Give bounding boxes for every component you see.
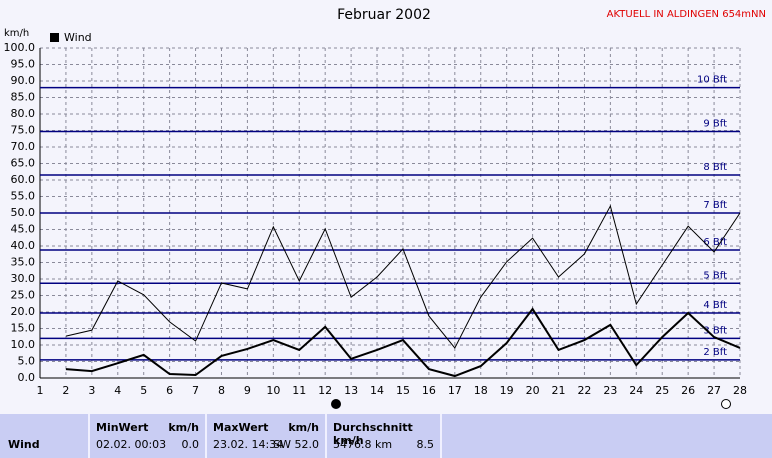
- stats-table: Wind MinWert km/h 02.02. 00:03 0.0 MaxWert km…: [0, 414, 772, 458]
- chart-title: Februar 2002: [337, 7, 431, 23]
- x-tick-label: 20: [526, 384, 540, 397]
- reference-label: 4 Bft: [703, 300, 727, 311]
- moon-icon: [331, 399, 341, 409]
- reference-label: 9 Bft: [703, 118, 727, 129]
- reference-label: 2 Bft: [703, 347, 727, 358]
- x-tick-label: 27: [707, 384, 721, 397]
- y-tick-label: 20.0: [11, 305, 36, 318]
- x-tick-label: 23: [603, 384, 617, 397]
- column-header: MaxWert: [213, 421, 269, 434]
- annotation: AKTUELL IN ALDINGEN 654mNN: [607, 9, 766, 20]
- chart: Februar 2002 AKTUELL IN ALDINGEN 654mNN …: [4, 7, 766, 409]
- moon-icon: [721, 399, 731, 409]
- x-tick-label: 15: [396, 384, 410, 397]
- x-tick-label: 16: [422, 384, 436, 397]
- x-tick-label: 6: [166, 384, 173, 397]
- y-tick-label: 100.0: [4, 41, 36, 54]
- cell-text: 8.5: [416, 438, 435, 451]
- y-tick-label: 50.0: [11, 206, 36, 219]
- y-tick-label: 65.0: [11, 157, 36, 170]
- x-tick-label: 14: [370, 384, 384, 397]
- table-cell: MinWert km/h 02.02. 00:03 0.0: [88, 414, 205, 458]
- cell-text: 0.0: [181, 438, 200, 451]
- x-tick-label: 22: [577, 384, 591, 397]
- x-tick-label: 13: [344, 384, 358, 397]
- y-tick-label: 5.0: [18, 355, 36, 368]
- x-tick-label: 19: [500, 384, 514, 397]
- x-tick-label: 12: [318, 384, 332, 397]
- column-header: km/h: [288, 421, 319, 434]
- x-tick-label: 17: [448, 384, 462, 397]
- cell-text: 02.02. 00:03: [96, 438, 167, 451]
- y-tick-label: 90.0: [11, 74, 36, 87]
- y-tick-label: 30.0: [11, 272, 36, 285]
- y-tick-label: 70.0: [11, 140, 36, 153]
- y-tick-label: 85.0: [11, 91, 36, 104]
- reference-label: 3 Bft: [703, 325, 727, 336]
- y-axis-label: km/h: [4, 28, 29, 39]
- y-tick-label: 55.0: [11, 190, 36, 203]
- y-tick-label: 75.0: [11, 124, 36, 137]
- reference-label: 5 Bft: [703, 270, 727, 281]
- line: [65, 307, 741, 378]
- x-tick-label: 4: [114, 384, 121, 397]
- legend-swatch: [50, 33, 59, 42]
- x-tick-label: 3: [88, 384, 95, 397]
- x-tick-label: 7: [192, 384, 199, 397]
- y-tick-label: 15.0: [11, 322, 36, 335]
- x-tick-label: 18: [474, 384, 488, 397]
- y-tick-label: 0.0: [18, 371, 36, 384]
- reference-label: 7 Bft: [703, 200, 727, 211]
- x-tick-label: 2: [62, 384, 69, 397]
- column-header: km/h: [168, 421, 199, 434]
- y-tick-label: 80.0: [11, 107, 36, 120]
- column-header: MinWert: [96, 421, 149, 434]
- x-tick-label: 11: [292, 384, 306, 397]
- legend-label: Wind: [64, 31, 92, 44]
- y-tick-label: 10.0: [11, 338, 36, 351]
- y-tick-label: 25.0: [11, 289, 36, 302]
- x-tick-label: 10: [266, 384, 280, 397]
- column-header: Durchschnitt km/h: [333, 421, 413, 447]
- y-tick-label: 95.0: [11, 58, 36, 71]
- x-tick-label: 26: [681, 384, 695, 397]
- table-cell: MaxWert km/h 23.02. 14:34 SW 52.0: [205, 414, 325, 458]
- reference-label: 6 Bft: [703, 237, 727, 248]
- x-tick-label: 9: [244, 384, 251, 397]
- cell-text: 23.02. 14:34: [213, 438, 284, 451]
- y-tick-label: 60.0: [11, 173, 36, 186]
- y-tick-label: 40.0: [11, 239, 36, 252]
- cell-text: 5476.8 km: [333, 438, 393, 451]
- cell-text: SW 52.0: [273, 438, 319, 451]
- x-tick-label: 8: [218, 384, 225, 397]
- y-tick-label: 35.0: [11, 256, 36, 269]
- x-tick-label: 5: [140, 384, 147, 397]
- table-divider: [440, 414, 442, 458]
- line: [65, 204, 741, 349]
- x-tick-label: 1: [37, 384, 44, 397]
- x-tick-label: 24: [629, 384, 643, 397]
- y-tick-label: 45.0: [11, 223, 36, 236]
- reference-label: 8 Bft: [703, 162, 727, 173]
- x-tick-label: 21: [552, 384, 566, 397]
- x-tick-label: 28: [733, 384, 747, 397]
- table-cell: Durchschnitt km/h 5476.8 km 8.5: [325, 414, 440, 458]
- x-tick-label: 25: [655, 384, 669, 397]
- row-label: Wind: [8, 438, 40, 451]
- reference-label: 10 Bft: [697, 75, 727, 86]
